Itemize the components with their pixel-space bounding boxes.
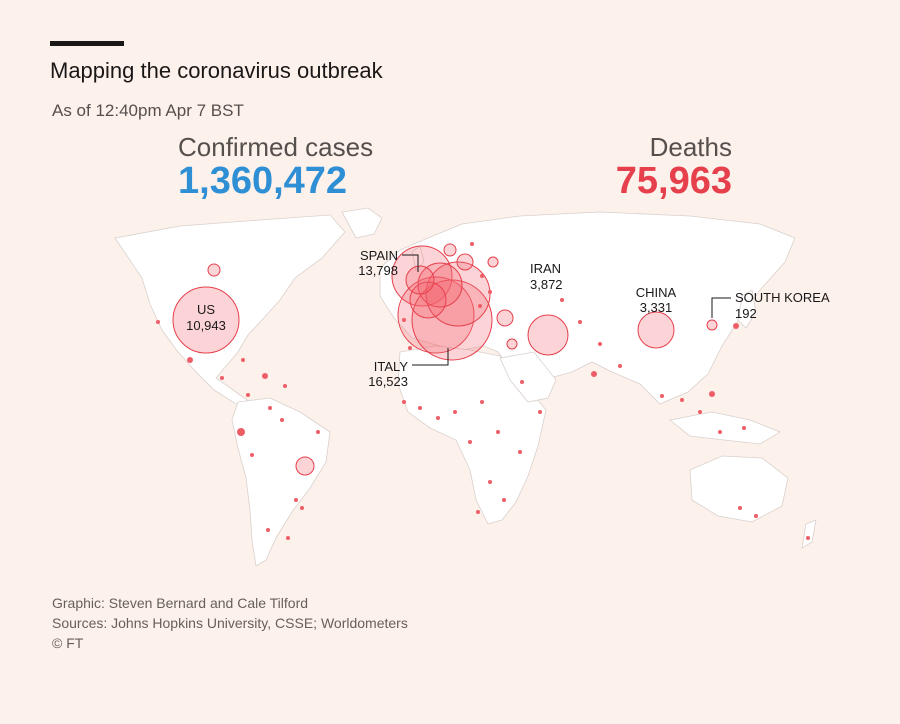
bubble-korea bbox=[706, 319, 718, 331]
small-dots bbox=[156, 242, 810, 540]
bubble-russia bbox=[487, 256, 499, 268]
south-korea-leader bbox=[711, 297, 731, 318]
china-value: 3,331 bbox=[640, 300, 673, 315]
iran-label: IRAN bbox=[530, 261, 561, 276]
bubble-brazil bbox=[295, 456, 315, 476]
deaths-label: Deaths bbox=[649, 132, 732, 162]
bubble-europe-1 bbox=[411, 279, 493, 361]
us-value: 10,943 bbox=[186, 318, 226, 333]
greenland bbox=[341, 207, 383, 239]
bubble-uk bbox=[405, 265, 435, 295]
graphic-credit: Graphic: Steven Bernard and Cale Tilford bbox=[52, 595, 309, 611]
bubble-italy bbox=[397, 276, 475, 354]
spain-label: SPAIN bbox=[360, 248, 398, 263]
china-label: CHINA bbox=[636, 285, 677, 300]
spain-leader bbox=[402, 254, 419, 272]
cases-label: Confirmed cases bbox=[178, 132, 374, 162]
cases-value: 1,360,472 bbox=[178, 160, 348, 202]
page-title: Mapping the coronavirus outbreak bbox=[50, 58, 383, 83]
bubble-turkey bbox=[496, 309, 514, 327]
iran-value: 3,872 bbox=[530, 277, 563, 292]
arabia bbox=[499, 351, 557, 403]
annotations: US 10,943 SPAIN 13,798 ITALY 16,523 IRAN… bbox=[186, 248, 830, 389]
bubble-canada bbox=[207, 263, 221, 277]
bubble-us bbox=[172, 286, 240, 354]
sources-credit: Sources: Johns Hopkins University, CSSE;… bbox=[52, 615, 408, 631]
us-label: US bbox=[197, 302, 215, 317]
south-korea-label: SOUTH KOREA bbox=[735, 290, 830, 305]
south-korea-value: 192 bbox=[735, 306, 757, 321]
australia bbox=[689, 455, 789, 523]
italy-label: ITALY bbox=[374, 359, 409, 374]
world-map: US 10,943 SPAIN 13,798 ITALY 16,523 IRAN… bbox=[114, 207, 830, 567]
header-rule bbox=[50, 41, 124, 46]
south-america bbox=[231, 397, 331, 567]
bubble-israel bbox=[506, 338, 518, 350]
southeast-asia-islands bbox=[669, 411, 781, 445]
italy-value: 16,523 bbox=[368, 374, 408, 389]
bubbles bbox=[172, 243, 718, 476]
bubble-china bbox=[637, 311, 675, 349]
new-zealand bbox=[801, 519, 817, 549]
copyright: © FT bbox=[52, 635, 84, 651]
north-america bbox=[114, 214, 346, 405]
page-subtitle: As of 12:40pm Apr 7 BST bbox=[52, 101, 244, 120]
bubble-europe-6 bbox=[443, 243, 457, 257]
italy-leader bbox=[412, 348, 449, 366]
bubble-europe-4 bbox=[409, 281, 447, 319]
japan bbox=[737, 289, 757, 329]
bubble-europe-5 bbox=[456, 253, 474, 271]
spain-value: 13,798 bbox=[358, 263, 398, 278]
africa bbox=[397, 345, 547, 525]
deaths-value: 75,963 bbox=[615, 160, 732, 202]
bubble-iran bbox=[527, 314, 569, 356]
land-masses bbox=[114, 207, 817, 567]
